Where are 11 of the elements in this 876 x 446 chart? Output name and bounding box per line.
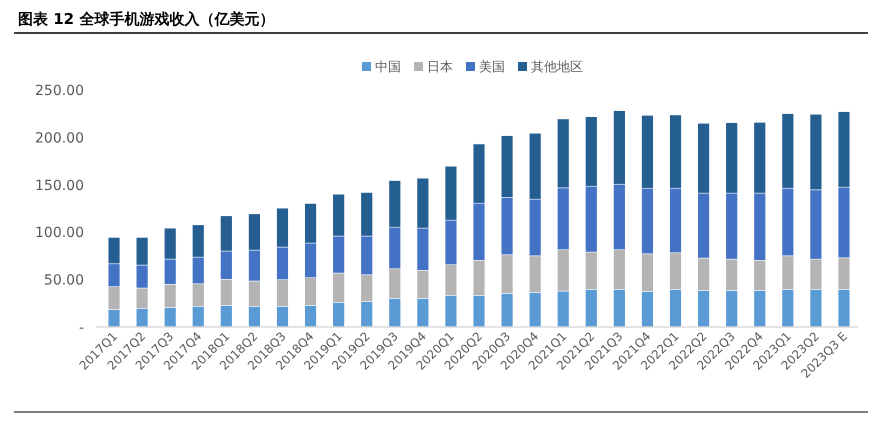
chart-title: 图表 12 全球手机游戏收入（亿美元） [18, 10, 274, 28]
y-tick-label: 150.00 [35, 178, 84, 194]
legend-label: 日本 [427, 60, 453, 75]
y-tick-label: 50.00 [44, 272, 84, 289]
y-tick-label: 250.00 [35, 83, 84, 99]
legend-label: 其他地区 [531, 60, 583, 75]
y-tick-label: 100.00 [35, 225, 84, 242]
legend-label: 中国 [375, 60, 401, 75]
y-tick-label: 200.00 [35, 130, 84, 146]
y-tick-label: - [78, 320, 84, 336]
legend-label: 美国 [479, 59, 505, 75]
